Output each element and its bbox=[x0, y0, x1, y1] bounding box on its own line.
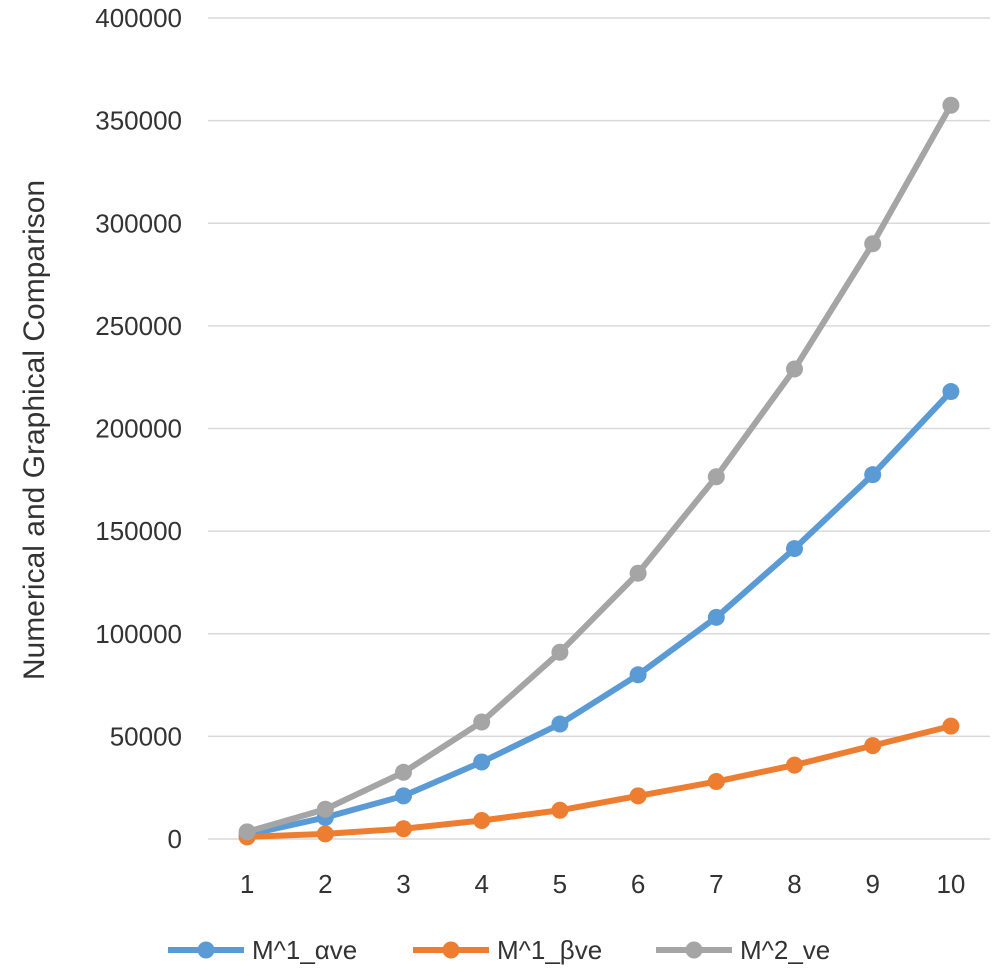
gridlines bbox=[208, 17, 990, 840]
y-tick-label: 50000 bbox=[110, 721, 182, 751]
data-point bbox=[864, 466, 882, 484]
x-tick-label: 7 bbox=[709, 869, 723, 899]
legend-label: M^1_βve bbox=[497, 935, 602, 965]
data-point bbox=[551, 643, 569, 661]
data-point bbox=[942, 383, 960, 401]
y-axis-ticks: 0 50000 100000 150000 200000 250000 300000 3500… bbox=[95, 3, 182, 854]
y-tick-label: 200000 bbox=[95, 414, 182, 444]
data-point bbox=[551, 715, 569, 733]
series-2 bbox=[238, 717, 960, 846]
y-tick-label: 0 bbox=[168, 824, 182, 854]
data-point bbox=[942, 717, 960, 735]
legend-label: M^1_αve bbox=[252, 935, 357, 965]
y-axis-title: Numerical and Graphical Comparison bbox=[18, 180, 51, 680]
legend-item: M^2_ve bbox=[656, 935, 830, 965]
legend-swatch-marker bbox=[442, 941, 460, 959]
y-tick-label: 100000 bbox=[95, 619, 182, 649]
y-tick-label: 350000 bbox=[95, 106, 182, 136]
legend: M^1_αve M^1_βve M^2_ve bbox=[168, 935, 830, 965]
data-point bbox=[707, 773, 725, 791]
data-point bbox=[629, 666, 647, 684]
series-line bbox=[244, 102, 954, 835]
data-point bbox=[473, 812, 491, 830]
data-point bbox=[316, 800, 334, 818]
legend-swatch-marker bbox=[685, 941, 703, 959]
data-point bbox=[629, 787, 647, 805]
y-tick-label: 300000 bbox=[95, 208, 182, 238]
legend-swatch-marker bbox=[197, 941, 215, 959]
x-tick-label: 10 bbox=[936, 869, 965, 899]
x-tick-label: 5 bbox=[553, 869, 567, 899]
data-point bbox=[473, 713, 491, 731]
data-point bbox=[707, 468, 725, 486]
data-point bbox=[238, 823, 256, 841]
x-tick-label: 8 bbox=[787, 869, 801, 899]
data-point bbox=[707, 608, 725, 626]
legend-label: M^2_ve bbox=[740, 935, 830, 965]
y-tick-label: 150000 bbox=[95, 516, 182, 546]
data-point bbox=[395, 763, 412, 781]
data-point bbox=[864, 737, 882, 755]
y-tick-label: 250000 bbox=[95, 311, 182, 341]
data-point bbox=[316, 825, 334, 843]
x-tick-label: 9 bbox=[865, 869, 879, 899]
data-point bbox=[629, 564, 647, 582]
legend-item: M^1_αve bbox=[168, 935, 357, 965]
y-tick-label: 400000 bbox=[95, 3, 182, 33]
series-line bbox=[244, 723, 954, 840]
data-point bbox=[942, 96, 960, 114]
data-point bbox=[864, 235, 882, 253]
series-line bbox=[244, 388, 954, 838]
data-point bbox=[395, 787, 412, 805]
data-point bbox=[786, 360, 803, 378]
data-point bbox=[786, 756, 803, 774]
series-lines bbox=[238, 96, 960, 846]
data-point bbox=[786, 540, 803, 558]
series-3 bbox=[238, 96, 960, 841]
x-axis-ticks: 1 2 3 4 5 6 7 8 9 10 bbox=[240, 869, 965, 899]
data-point bbox=[551, 801, 569, 819]
x-tick-label: 3 bbox=[396, 869, 410, 899]
legend-item: M^1_βve bbox=[413, 935, 602, 965]
x-tick-label: 2 bbox=[318, 869, 332, 899]
x-tick-label: 6 bbox=[631, 869, 645, 899]
x-tick-label: 4 bbox=[474, 869, 488, 899]
data-point bbox=[473, 753, 491, 771]
data-point bbox=[395, 820, 412, 838]
x-tick-label: 1 bbox=[240, 869, 254, 899]
